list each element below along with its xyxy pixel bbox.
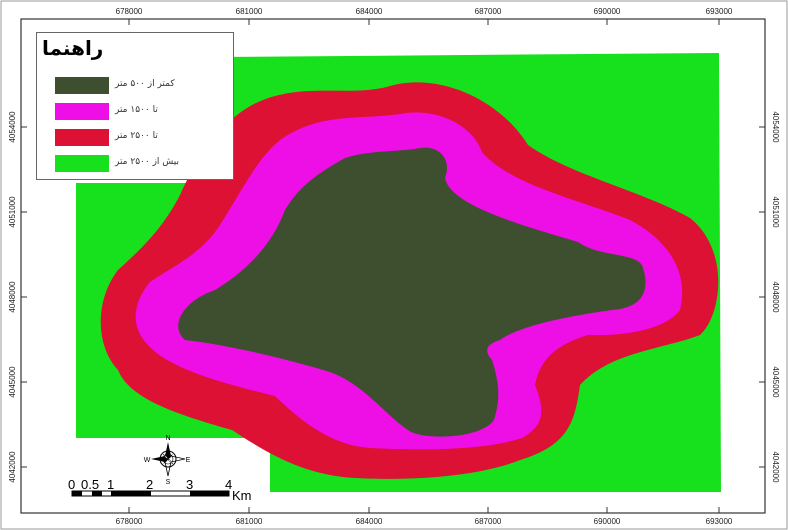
x-tick-top-4: 690000 xyxy=(594,7,621,16)
legend-label: تا ۱۵۰۰ متر xyxy=(115,105,158,115)
y-tick-left-4: 4042000 xyxy=(8,451,17,483)
scale-label-0: 0 xyxy=(68,477,76,492)
x-tick-top-5: 693000 xyxy=(706,7,733,16)
x-tick-bottom-2: 684000 xyxy=(356,517,383,526)
x-tick-bottom-4: 690000 xyxy=(594,517,621,526)
legend-item-over-2500: بیش از ۲۵۰۰ متر xyxy=(55,155,225,172)
x-tick-top-0: 678000 xyxy=(116,7,143,16)
compass-e: E xyxy=(186,457,191,464)
y-tick-left-2: 4048000 xyxy=(8,281,17,313)
legend-swatch xyxy=(55,129,109,146)
x-tick-top-2: 684000 xyxy=(356,7,383,16)
x-tick-marks-bottom xyxy=(128,507,720,513)
legend-label: تا ۲۵۰۰ متر xyxy=(115,131,158,141)
zone-under-500 xyxy=(178,147,646,437)
y-tick-right-0: 4054000 xyxy=(771,111,780,143)
y-tick-right-4: 4042000 xyxy=(771,451,780,483)
legend-swatch xyxy=(55,155,109,172)
legend-label: کمتر از ۵۰۰ متر xyxy=(115,79,175,89)
y-tick-left-0: 4054000 xyxy=(8,111,17,143)
legend-swatch xyxy=(55,103,109,120)
y-tick-right-2: 4048000 xyxy=(771,281,780,313)
legend-item-to-2500: تا ۲۵۰۰ متر xyxy=(55,129,225,146)
scale-unit: Km xyxy=(232,488,252,503)
legend-item-under-500: کمتر از ۵۰۰ متر xyxy=(55,77,225,94)
x-tick-bottom-1: 681000 xyxy=(236,517,263,526)
y-tick-right-1: 4051000 xyxy=(771,196,780,228)
x-tick-bottom-5: 693000 xyxy=(706,517,733,526)
scale-label-1: 1 xyxy=(107,477,115,492)
x-tick-marks-top xyxy=(128,19,720,25)
compass-n: N xyxy=(165,435,170,442)
scale-bar xyxy=(71,490,230,497)
legend-item-to-1500: تا ۱۵۰۰ متر xyxy=(55,103,225,120)
compass-w: W xyxy=(144,457,151,464)
compass-rose-icon xyxy=(151,442,186,477)
y-tick-left-1: 4051000 xyxy=(8,196,17,228)
compass-s: S xyxy=(166,479,171,486)
map-legend: کمتر از ۵۰۰ متر تا ۱۵۰۰ متر تا ۲۵۰۰ متر … xyxy=(36,32,234,180)
legend-label: بیش از ۲۵۰۰ متر xyxy=(115,157,179,167)
legend-title: راهنما xyxy=(42,36,104,60)
scale-label-3: 3 xyxy=(186,477,194,492)
y-tick-marks-left xyxy=(21,126,27,468)
scale-label-4: 4 xyxy=(225,477,233,492)
legend-swatch xyxy=(55,77,109,94)
scale-label-2: 2 xyxy=(146,477,154,492)
y-tick-right-3: 4045000 xyxy=(771,366,780,398)
scale-label-0-5: 0.5 xyxy=(81,477,100,492)
x-tick-top-3: 687000 xyxy=(475,7,502,16)
y-tick-marks-right xyxy=(759,126,765,468)
x-tick-bottom-0: 678000 xyxy=(116,517,143,526)
x-tick-bottom-3: 687000 xyxy=(475,517,502,526)
y-tick-left-3: 4045000 xyxy=(8,366,17,398)
x-tick-top-1: 681000 xyxy=(236,7,263,16)
